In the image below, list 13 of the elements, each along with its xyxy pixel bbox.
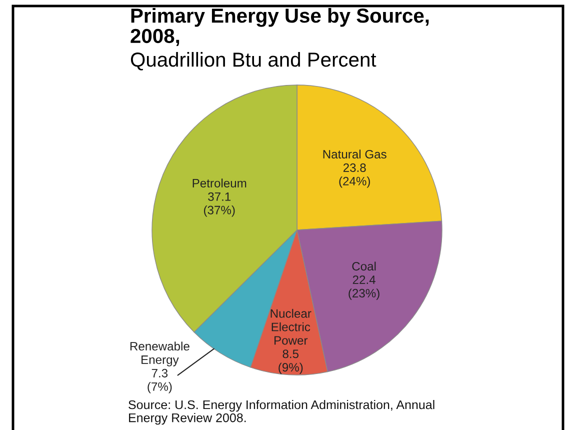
slice-label: Renewable Energy	[130, 342, 190, 366]
chart-subtitle: Quadrillion Btu and Percent	[130, 52, 376, 70]
data-label: 37.1 (37%)	[204, 192, 235, 217]
data-label: 7.3 (7%)	[148, 368, 172, 394]
data-label: 23.8 (24%)	[339, 163, 370, 188]
slice-label: Nuclear Electric Power	[270, 308, 312, 345]
source-note: Source: U.S. Energy Information Administration, Annual Energy Review 2008.	[128, 400, 434, 425]
data-label: 8.5 (9%)	[278, 350, 303, 374]
slice-label: Coal	[352, 262, 376, 271]
slice-label: Petroleum	[192, 178, 246, 188]
slice-label: Natural Gas	[323, 150, 386, 159]
data-label: 22.4 (23%)	[348, 275, 380, 300]
chart-title: Primary Energy Use by Source, 2008,	[130, 8, 429, 46]
